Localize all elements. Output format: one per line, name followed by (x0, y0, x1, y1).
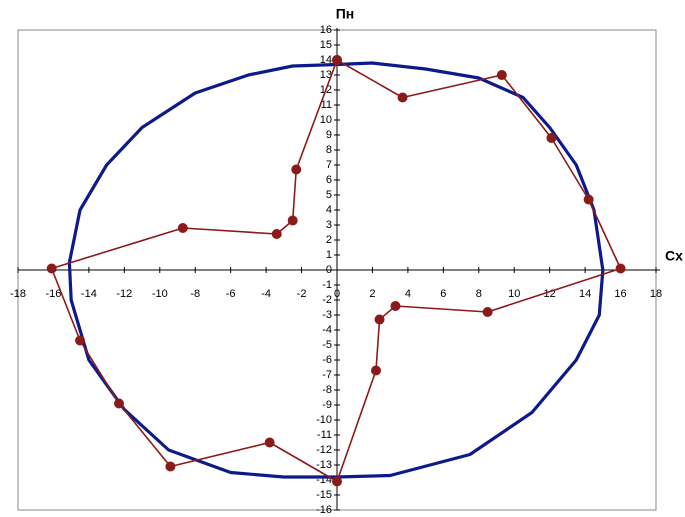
data-point (264, 437, 275, 448)
y-tick-label: 14 (320, 54, 332, 66)
series-line (50, 59, 622, 483)
data-point (165, 461, 176, 472)
data-point (482, 307, 493, 317)
y-tick-label: 13 (320, 69, 332, 81)
y-tick-label: 2 (326, 234, 332, 246)
y-tick-label: -11 (317, 429, 332, 441)
data-point (496, 70, 507, 80)
y-tick-label: 10 (320, 114, 332, 126)
y-tick-label: -2 (322, 294, 332, 306)
x-tick-label: -16 (45, 288, 61, 300)
x-tick-label: 4 (405, 288, 411, 300)
x-axis-label: Сх (665, 248, 683, 264)
data-point (615, 263, 626, 274)
y-tick-label: -10 (316, 414, 332, 426)
data-point (75, 335, 86, 346)
x-tick-label: -10 (152, 288, 168, 300)
data-point (332, 55, 342, 65)
y-tick-label: -15 (316, 489, 332, 501)
x-tick-label: 18 (650, 288, 662, 300)
x-tick-label: 10 (508, 288, 520, 300)
data-point (114, 398, 125, 409)
data-point (271, 229, 282, 239)
y-tick-label: 6 (326, 174, 332, 186)
x-tick-label: 16 (614, 288, 626, 300)
y-tick-label: -16 (316, 504, 332, 516)
data-point (370, 365, 381, 376)
y-tick-label: -5 (322, 339, 332, 351)
y-tick-label: 1 (326, 249, 332, 261)
y-tick-label: 8 (326, 144, 332, 156)
data-point (291, 164, 302, 175)
x-tick-label: 0 (334, 288, 340, 300)
x-tick-label: 14 (579, 288, 591, 300)
x-tick-label: 8 (476, 288, 482, 300)
y-tick-label: 16 (320, 24, 332, 36)
x-tick-label: 2 (369, 288, 375, 300)
data-point (46, 263, 57, 274)
y-tick-label: 7 (326, 159, 332, 171)
y-tick-label: -3 (322, 309, 332, 321)
x-tick-label: -8 (190, 288, 200, 300)
data-point (332, 476, 342, 487)
y-tick-label: -6 (322, 354, 332, 366)
y-tick-label: 5 (326, 189, 332, 201)
x-tick-label: -14 (81, 288, 97, 300)
data-point (546, 133, 557, 143)
x-tick-label: -2 (297, 288, 307, 300)
x-tick-label: -4 (261, 288, 271, 300)
data-point (287, 215, 298, 226)
data-point (374, 314, 385, 325)
y-axis-label: Пн (336, 6, 355, 22)
y-tick-label: -8 (322, 384, 332, 396)
y-tick-label: 4 (326, 204, 332, 216)
data-point (397, 92, 408, 103)
x-tick-label: -12 (116, 288, 132, 300)
y-tick-label: -4 (322, 324, 332, 336)
y-tick-label: -13 (316, 459, 332, 471)
x-tick-label: -18 (10, 288, 26, 300)
y-tick-label: -9 (322, 399, 332, 411)
x-tick-label: -6 (226, 288, 236, 300)
y-tick-label: 15 (320, 39, 332, 51)
y-tick-label: -7 (322, 369, 332, 381)
data-point (583, 194, 594, 205)
y-tick-label: -1 (322, 279, 332, 291)
y-tick-label: 3 (326, 219, 332, 231)
data-point (177, 223, 188, 233)
data-point (390, 301, 401, 311)
y-tick-label: -12 (316, 444, 332, 456)
y-tick-label: 0 (326, 264, 332, 276)
x-tick-label: 6 (440, 288, 446, 300)
y-tick-label: 11 (321, 99, 332, 111)
y-tick-label: 9 (326, 129, 332, 141)
